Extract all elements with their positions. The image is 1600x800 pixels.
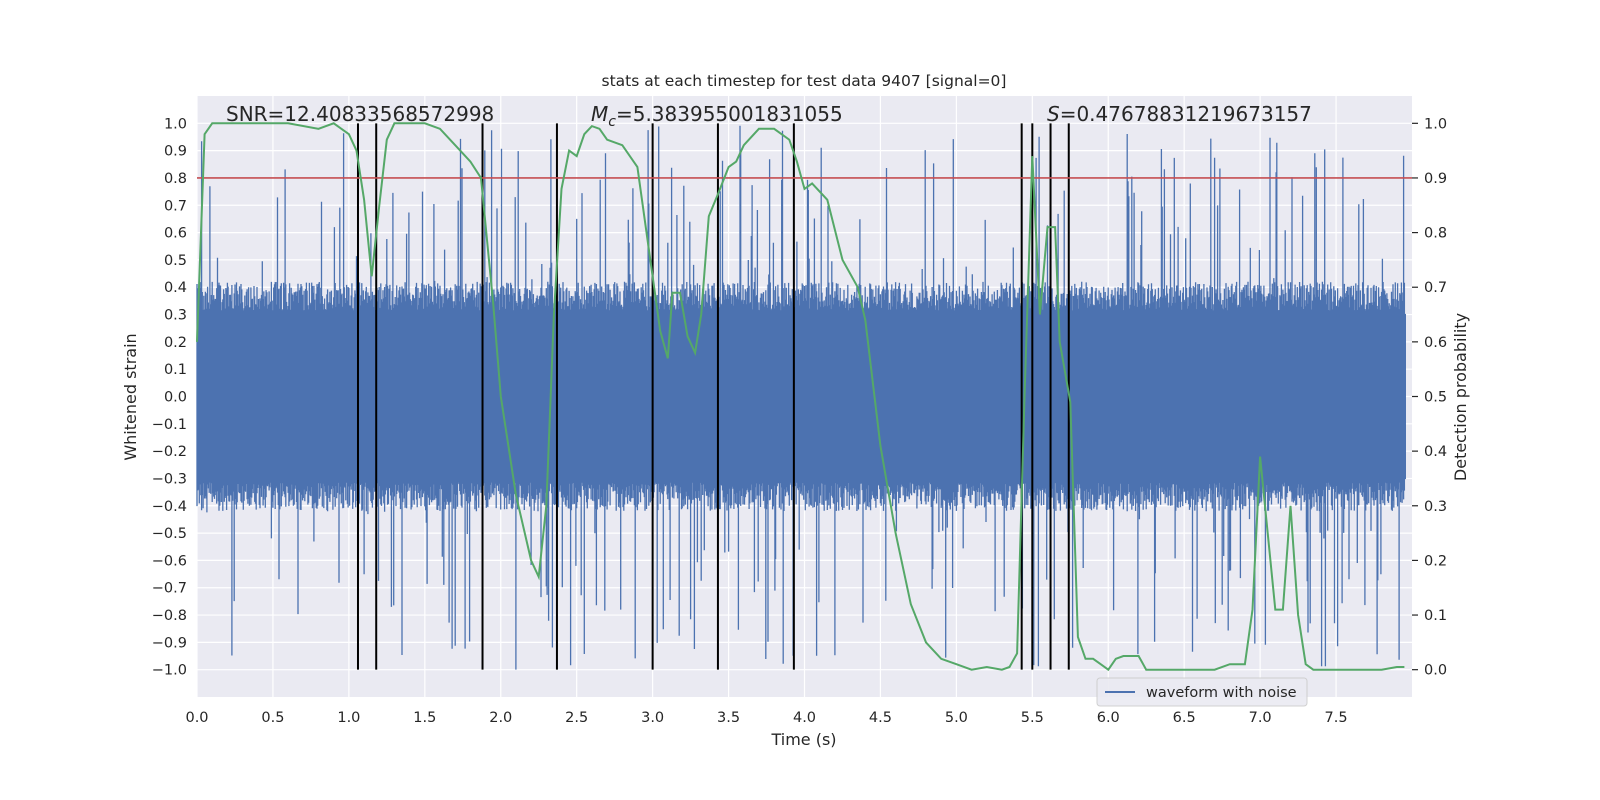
left-tick-label: −0.4 (152, 499, 187, 515)
right-tick-label: 0.2 (1424, 553, 1447, 569)
x-tick-label: 3.5 (717, 710, 740, 726)
right-axis-label: Detection probability (1451, 313, 1470, 481)
right-tick-label: 0.7 (1424, 280, 1447, 296)
snr-annotation: SNR=12.40833568572998 (226, 102, 494, 126)
x-tick-label: 0.5 (261, 710, 284, 726)
left-tick-label: 0.3 (164, 308, 187, 324)
right-tick-label: 0.3 (1424, 499, 1447, 515)
left-tick-label: 0.5 (164, 253, 187, 269)
left-tick-label: 1.0 (164, 116, 187, 132)
right-tick-label: 1.0 (1424, 116, 1447, 132)
chirp-mass-annotation: Mc=5.383955001831055 (591, 102, 843, 130)
right-axis-ticks: 1.0 0.9 0.8 0.7 0.6 0.5 0.4 0.3 0.2 0.1 0.0 (1412, 116, 1447, 679)
probability-series (196, 122, 1405, 672)
left-tick-label: 0.9 (164, 144, 187, 160)
x-axis-ticks: 0.0 0.5 1.0 1.5 2.0 2.5 3.0 3.5 4.0 4.5 5.0 5.5 6.0 6… (185, 710, 1347, 726)
left-tick-label: −0.2 (152, 444, 187, 460)
chirp-mass-value: =5.383955001831055 (616, 102, 843, 126)
left-tick-label: 0.1 (164, 362, 187, 378)
x-tick-label: 7.5 (1325, 710, 1348, 726)
x-tick-label: 6.5 (1173, 710, 1196, 726)
x-tick-label: 1.5 (413, 710, 436, 726)
left-tick-label: −0.3 (152, 471, 187, 487)
left-axis-ticks: 1.0 0.9 0.8 0.7 0.6 0.5 0.4 0.3 0.2 0.1 0.0 −0.1 −0.… (152, 116, 187, 678)
x-tick-label: 1.0 (337, 710, 360, 726)
right-tick-label: 0.0 (1424, 663, 1447, 679)
x-tick-label: 5.0 (945, 710, 968, 726)
right-tick-label: 0.5 (1424, 390, 1447, 406)
x-tick-label: 5.5 (1021, 710, 1044, 726)
right-tick-label: 0.9 (1424, 171, 1447, 187)
x-tick-label: 0.0 (185, 710, 208, 726)
right-tick-label: 0.1 (1424, 608, 1447, 624)
x-tick-label: 2.5 (565, 710, 588, 726)
left-tick-label: −0.6 (152, 553, 187, 569)
right-tick-label: 0.6 (1424, 335, 1447, 351)
x-tick-label: 4.0 (793, 710, 816, 726)
left-tick-label: −0.5 (152, 526, 187, 542)
statistic-symbol: S (1047, 102, 1060, 126)
left-tick-label: −0.1 (152, 417, 187, 433)
right-tick-label: 0.8 (1424, 226, 1447, 242)
legend-label: waveform with noise (1146, 685, 1297, 701)
x-tick-label: 6.0 (1097, 710, 1120, 726)
waveform-series (196, 125, 1406, 670)
left-tick-label: 0.6 (164, 226, 187, 242)
chart-title: stats at each timestep for test data 940… (602, 72, 1007, 90)
left-tick-label: 0.0 (164, 390, 187, 406)
statistic-annotation: S=0.47678831219673157 (1047, 102, 1312, 126)
chirp-mass-subscript: c (608, 114, 616, 130)
x-tick-label: 3.0 (641, 710, 664, 726)
chirp-mass-symbol: M (591, 102, 608, 126)
legend: waveform with noise (1096, 677, 1308, 707)
left-tick-label: −0.7 (152, 581, 187, 597)
left-tick-label: 0.4 (164, 280, 187, 296)
x-tick-label: 7.0 (1249, 710, 1272, 726)
left-axis-label: Whitened strain (121, 333, 140, 460)
left-tick-label: 0.2 (164, 335, 187, 351)
left-tick-label: 0.8 (164, 171, 187, 187)
left-tick-label: −1.0 (152, 663, 187, 679)
left-tick-label: −0.9 (152, 635, 187, 651)
right-tick-label: 0.4 (1424, 444, 1447, 460)
x-tick-label: 4.5 (869, 710, 892, 726)
probability-line (196, 122, 1405, 672)
left-tick-label: −0.8 (152, 608, 187, 624)
statistic-value: =0.47678831219673157 (1060, 102, 1312, 126)
event-markers (356, 123, 1070, 670)
left-tick-label: 0.7 (164, 198, 187, 214)
x-axis-label: Time (s) (770, 730, 836, 749)
x-tick-label: 2.0 (489, 710, 512, 726)
waveform-band (197, 313, 1406, 480)
legend-box (1096, 677, 1308, 707)
